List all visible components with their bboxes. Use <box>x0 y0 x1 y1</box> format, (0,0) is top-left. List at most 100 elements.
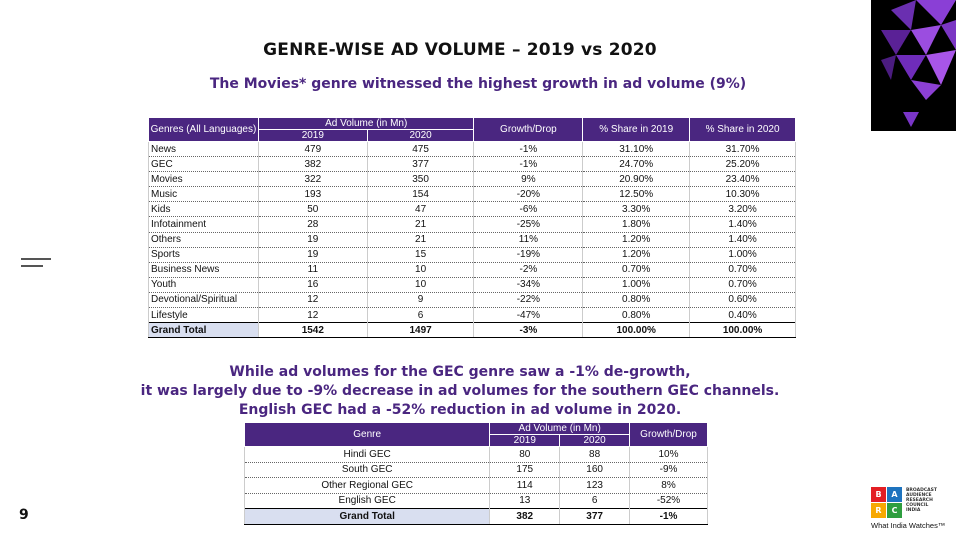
table-cell: -1% <box>473 156 584 173</box>
header-share-2019: % Share in 2019 <box>582 117 691 142</box>
table-cell: 154 <box>366 186 475 203</box>
table-cell: 475 <box>366 141 475 158</box>
table-cell: 1.00% <box>689 247 796 263</box>
genre-ad-volume-table: Genres (All Languages) Ad Volume (in Mn)… <box>148 117 796 339</box>
table-row: Movies 322 350 9% 20.90% 23.40% <box>148 171 796 188</box>
table-cell: 21 <box>366 216 475 233</box>
table-cell: Music <box>148 186 259 203</box>
table-cell: 377 <box>366 156 475 173</box>
gec-ad-volume-table: Genre Ad Volume (in Mn) Growth/Drop 2019… <box>243 422 708 525</box>
table-cell: 12 <box>257 307 368 324</box>
table-cell: -22% <box>473 292 584 309</box>
table-cell: 193 <box>257 186 368 203</box>
table-cell: 16 <box>257 277 368 293</box>
header-growth: Growth/Drop <box>473 117 584 142</box>
table-row: Lifestyle 12 6 -47% 0.80% 0.40% <box>148 307 796 324</box>
table-row: Youth 16 10 -34% 1.00% 0.70% <box>148 277 796 293</box>
logo-letter: C <box>887 503 902 518</box>
table-cell: 19 <box>257 247 368 263</box>
grand-total-row: Grand Total 1542 1497 -3% 100.00% 100.00% <box>148 322 796 339</box>
table-cell: -52% <box>629 493 708 509</box>
header-genre: Genre <box>243 422 491 447</box>
table-row: Sports 19 15 -19% 1.20% 1.00% <box>148 247 796 263</box>
table-cell: 322 <box>257 171 368 188</box>
table-cell: 0.80% <box>582 307 691 324</box>
table-cell: 11% <box>473 232 584 248</box>
header-2020: 2020 <box>366 129 475 142</box>
table-cell: 0.80% <box>582 292 691 309</box>
side-decoration <box>21 258 51 272</box>
table-cell: 479 <box>257 141 368 158</box>
table-cell: 15 <box>366 247 475 263</box>
logo-tagline: What India Watches™ <box>871 521 946 530</box>
table-cell: 6 <box>559 493 631 509</box>
logo-letter: B <box>871 487 886 502</box>
table-row: Music 193 154 -20% 12.50% 10.30% <box>148 186 796 203</box>
table-cell: GEC <box>148 156 259 173</box>
table-cell: 10% <box>629 446 708 463</box>
table-cell: 123 <box>559 477 631 494</box>
logo-letter: A <box>887 487 902 502</box>
table-cell: 1.40% <box>689 216 796 233</box>
table-cell: 88 <box>559 446 631 463</box>
table-cell: -25% <box>473 216 584 233</box>
table-cell: 3.30% <box>582 201 691 218</box>
table-cell: 24.70% <box>582 156 691 173</box>
table-row: Other Regional GEC 114 123 8% <box>243 477 708 494</box>
table-cell: 19 <box>257 232 368 248</box>
total-cell: Grand Total <box>243 508 491 525</box>
table-cell: -2% <box>473 262 584 278</box>
table-cell: South GEC <box>243 462 491 478</box>
table-cell: Business News <box>148 262 259 278</box>
header-share-2020: % Share in 2020 <box>689 117 796 142</box>
table-cell: Others <box>148 232 259 248</box>
page-number: 9 <box>19 507 29 523</box>
table-cell: 114 <box>489 477 561 494</box>
table-row: Devotional/Spiritual 12 9 -22% 0.80% 0.60% <box>148 292 796 309</box>
commentary-line: English GEC had a -52% reduction in ad v… <box>238 402 682 418</box>
total-cell: 1542 <box>257 322 368 339</box>
logo-word: AUDIENCE <box>906 493 932 498</box>
table-cell: 9 <box>366 292 475 309</box>
table-row: News 479 475 -1% 31.10% 31.70% <box>148 141 796 158</box>
logo-word: RESEARCH <box>906 498 933 503</box>
total-cell: Grand Total <box>148 322 259 339</box>
table-cell: 25.20% <box>689 156 796 173</box>
table-cell: Youth <box>148 277 259 293</box>
table-cell: -6% <box>473 201 584 218</box>
table-row: Hindi GEC 80 88 10% <box>243 446 708 463</box>
total-cell: -1% <box>629 508 708 525</box>
table-cell: 20.90% <box>582 171 691 188</box>
table-cell: 350 <box>366 171 475 188</box>
table-cell: Sports <box>148 247 259 263</box>
table-row: Kids 50 47 -6% 3.30% 3.20% <box>148 201 796 218</box>
table-row: GEC 382 377 -1% 24.70% 25.20% <box>148 156 796 173</box>
commentary-line: it was largely due to -9% decrease in ad… <box>140 383 780 399</box>
table-cell: 0.60% <box>689 292 796 309</box>
header-ad-volume: Ad Volume (in Mn) <box>257 117 475 130</box>
page-title: GENRE-WISE AD VOLUME – 2019 vs 2020 <box>263 40 657 60</box>
table-cell: 1.20% <box>582 232 691 248</box>
table-cell: 80 <box>489 446 561 463</box>
logo-word: BROADCAST <box>906 488 937 493</box>
header-2019: 2019 <box>257 129 368 142</box>
table-cell: -9% <box>629 462 708 478</box>
table-cell: 3.20% <box>689 201 796 218</box>
table-cell: Lifestyle <box>148 307 259 324</box>
total-cell: 100.00% <box>582 322 691 339</box>
table-cell: 10 <box>366 277 475 293</box>
table-cell: 12.50% <box>582 186 691 203</box>
table-cell: 10 <box>366 262 475 278</box>
table-cell: 382 <box>257 156 368 173</box>
total-cell: 1497 <box>366 322 475 339</box>
grand-total-row: Grand Total 382 377 -1% <box>243 508 708 525</box>
table-cell: Hindi GEC <box>243 446 491 463</box>
commentary-line: While ad volumes for the GEC genre saw a… <box>229 364 691 380</box>
logo-word: INDIA <box>906 508 921 513</box>
table-row: Business News 11 10 -2% 0.70% 0.70% <box>148 262 796 278</box>
table-cell: 0.70% <box>689 277 796 293</box>
table-cell: -1% <box>473 141 584 158</box>
table-cell: 1.00% <box>582 277 691 293</box>
table-cell: 28 <box>257 216 368 233</box>
page-subtitle: The Movies* genre witnessed the highest … <box>209 76 747 92</box>
